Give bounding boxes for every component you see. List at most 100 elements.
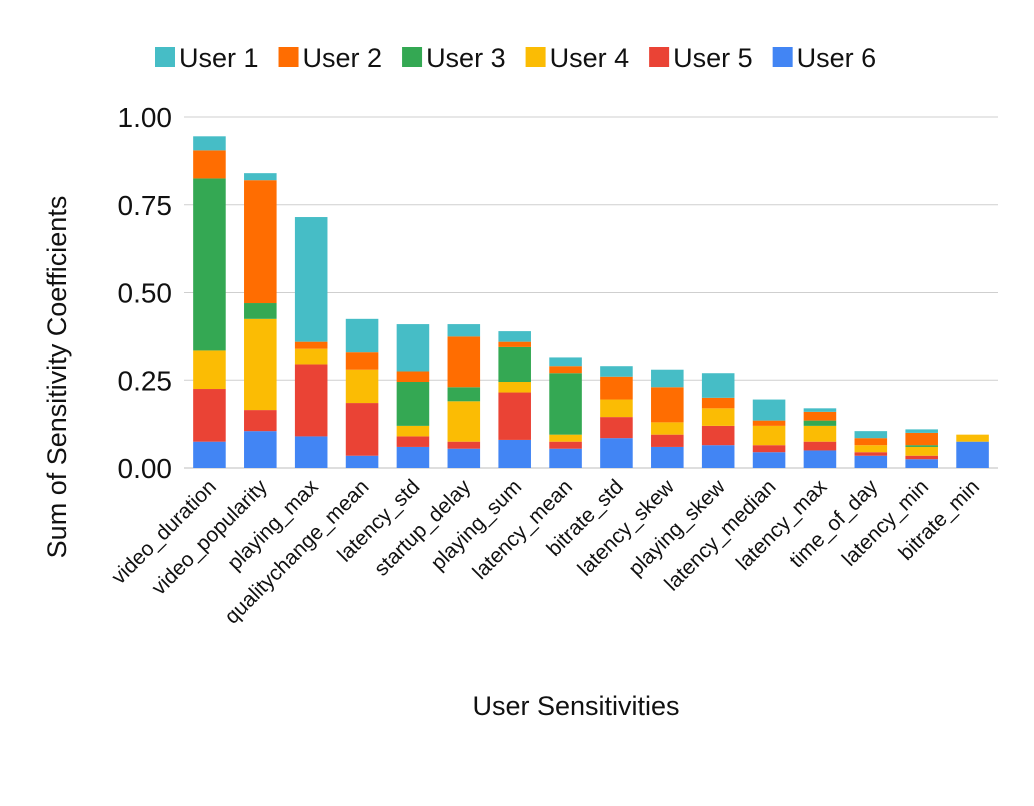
bar-segment-user-1	[345, 318, 379, 353]
bar-segment-user-3	[193, 178, 226, 351]
bar-segment-user-1	[396, 324, 430, 372]
bar-stack-latency_mean	[549, 357, 582, 468]
bar-segment-user-1	[701, 373, 735, 398]
legend-swatch	[772, 47, 793, 67]
y-axis-title: Sum of Sensitivity Coefficients	[42, 196, 72, 559]
legend-item-user-1: User 1	[155, 43, 259, 73]
legend-label: User 3	[426, 43, 506, 73]
legend: User 1 User 2 User 3 User 4 User 5 User 6	[155, 43, 876, 73]
bar-segment-user-2	[498, 341, 531, 347]
bar-segment-user-4	[905, 446, 938, 456]
bar-stack-video_duration	[193, 136, 226, 468]
bar-segment-user-4	[752, 425, 786, 446]
bar-segment-user-2	[396, 371, 430, 383]
bar-stack-playing_max	[294, 217, 328, 468]
bar-stack-bitrate_std	[600, 366, 633, 468]
bar-segment-user-3	[498, 346, 531, 383]
bar-segment-user-2	[193, 150, 226, 179]
bar-stack-latency_min	[905, 429, 938, 468]
bar-segment-user-5	[345, 403, 379, 456]
bar-segment-user-2	[752, 420, 786, 426]
bar-segment-user-2	[244, 180, 277, 304]
bar-segment-user-6	[447, 448, 481, 468]
bar-segment-user-4	[803, 425, 837, 442]
bar-stack-startup_delay	[447, 324, 481, 468]
bar-segment-user-6	[345, 455, 379, 468]
bar-segment-user-5	[803, 441, 837, 451]
bar-stack-latency_max	[803, 408, 837, 468]
bar-stack-latency_std	[396, 324, 430, 468]
bar-segment-user-1	[854, 431, 888, 439]
bar-segment-user-4	[956, 434, 989, 442]
bar-stack-latency_skew	[651, 369, 684, 468]
bar-segment-user-1	[905, 429, 938, 433]
bar-segment-user-6	[651, 446, 684, 468]
legend-swatch	[649, 47, 670, 67]
bar-segment-user-5	[396, 436, 430, 447]
bar-segment-user-6	[905, 459, 938, 468]
bar-segment-user-5	[854, 452, 888, 456]
legend-swatch	[525, 47, 546, 67]
bar-segment-user-5	[651, 434, 684, 447]
bar-stack-time_of_day	[854, 431, 888, 468]
bar-segment-user-1	[447, 324, 481, 337]
bar-segment-user-1	[549, 357, 582, 367]
bar-segment-user-6	[549, 448, 582, 468]
bar-segment-user-1	[803, 408, 837, 412]
bar-segment-user-6	[244, 431, 277, 468]
bar-segment-user-3	[549, 373, 582, 435]
bar-segment-user-1	[294, 217, 328, 342]
bar-segment-user-4	[498, 382, 531, 393]
bar-segment-user-5	[701, 425, 735, 446]
bar-stack-video_popularity	[244, 173, 277, 468]
legend-label: User 2	[303, 43, 383, 73]
bar-segment-user-2	[600, 376, 633, 400]
y-tick-label: 0.75	[118, 190, 173, 221]
bar-segment-user-4	[244, 318, 277, 411]
bar-segment-user-6	[600, 438, 633, 468]
bar-segment-user-2	[447, 336, 481, 388]
legend-label: User 4	[550, 43, 630, 73]
bar-segment-user-6	[854, 455, 888, 468]
x-axis-title: User Sensitivities	[472, 691, 679, 721]
legend-item-user-5: User 5	[649, 43, 753, 73]
bar-segment-user-1	[498, 331, 531, 342]
bar-segment-user-5	[905, 455, 938, 460]
y-tick-label: 1.00	[118, 102, 173, 133]
legend-swatch	[402, 47, 423, 67]
bar-segment-user-4	[396, 425, 430, 437]
bar-stack-qualitychange_mean	[345, 318, 379, 468]
bar-segment-user-3	[396, 382, 430, 426]
bar-segment-user-5	[549, 441, 582, 449]
bar-segment-user-6	[956, 441, 989, 468]
bar-segment-user-1	[600, 366, 633, 377]
bar-segment-user-5	[752, 445, 786, 453]
bar-segment-user-4	[549, 434, 582, 442]
y-tick-label: 0.25	[118, 365, 173, 396]
y-tick-label: 0.50	[118, 278, 173, 309]
bar-segment-user-6	[193, 441, 226, 468]
bar-segment-user-1	[244, 173, 277, 181]
legend-item-user-4: User 4	[525, 43, 630, 73]
bar-segment-user-5	[447, 441, 481, 449]
x-axis-categories: video_durationvideo_popularityplaying_ma…	[107, 475, 984, 629]
bar-segment-user-4	[294, 348, 328, 365]
bar-segment-user-2	[905, 432, 938, 446]
bar-segment-user-6	[752, 452, 786, 468]
bar-segment-user-2	[345, 352, 379, 370]
legend-item-user-6: User 6	[772, 43, 876, 73]
bar-segment-user-5	[193, 389, 226, 442]
bar-segment-user-5	[498, 392, 531, 440]
legend-item-user-2: User 2	[278, 43, 383, 73]
legend-swatch	[155, 47, 175, 67]
bar-stack-playing_sum	[498, 331, 531, 468]
bar-segment-user-1	[193, 136, 226, 151]
bar-segment-user-4	[854, 445, 888, 453]
bar-segment-user-2	[854, 438, 888, 446]
bar-segment-user-4	[701, 408, 735, 426]
bar-segment-user-4	[651, 422, 684, 435]
bar-segment-user-2	[803, 411, 837, 421]
y-axis-ticks: 0.00 0.25 0.50 0.75 1.00	[118, 102, 173, 484]
bar-segment-user-2	[701, 397, 735, 409]
